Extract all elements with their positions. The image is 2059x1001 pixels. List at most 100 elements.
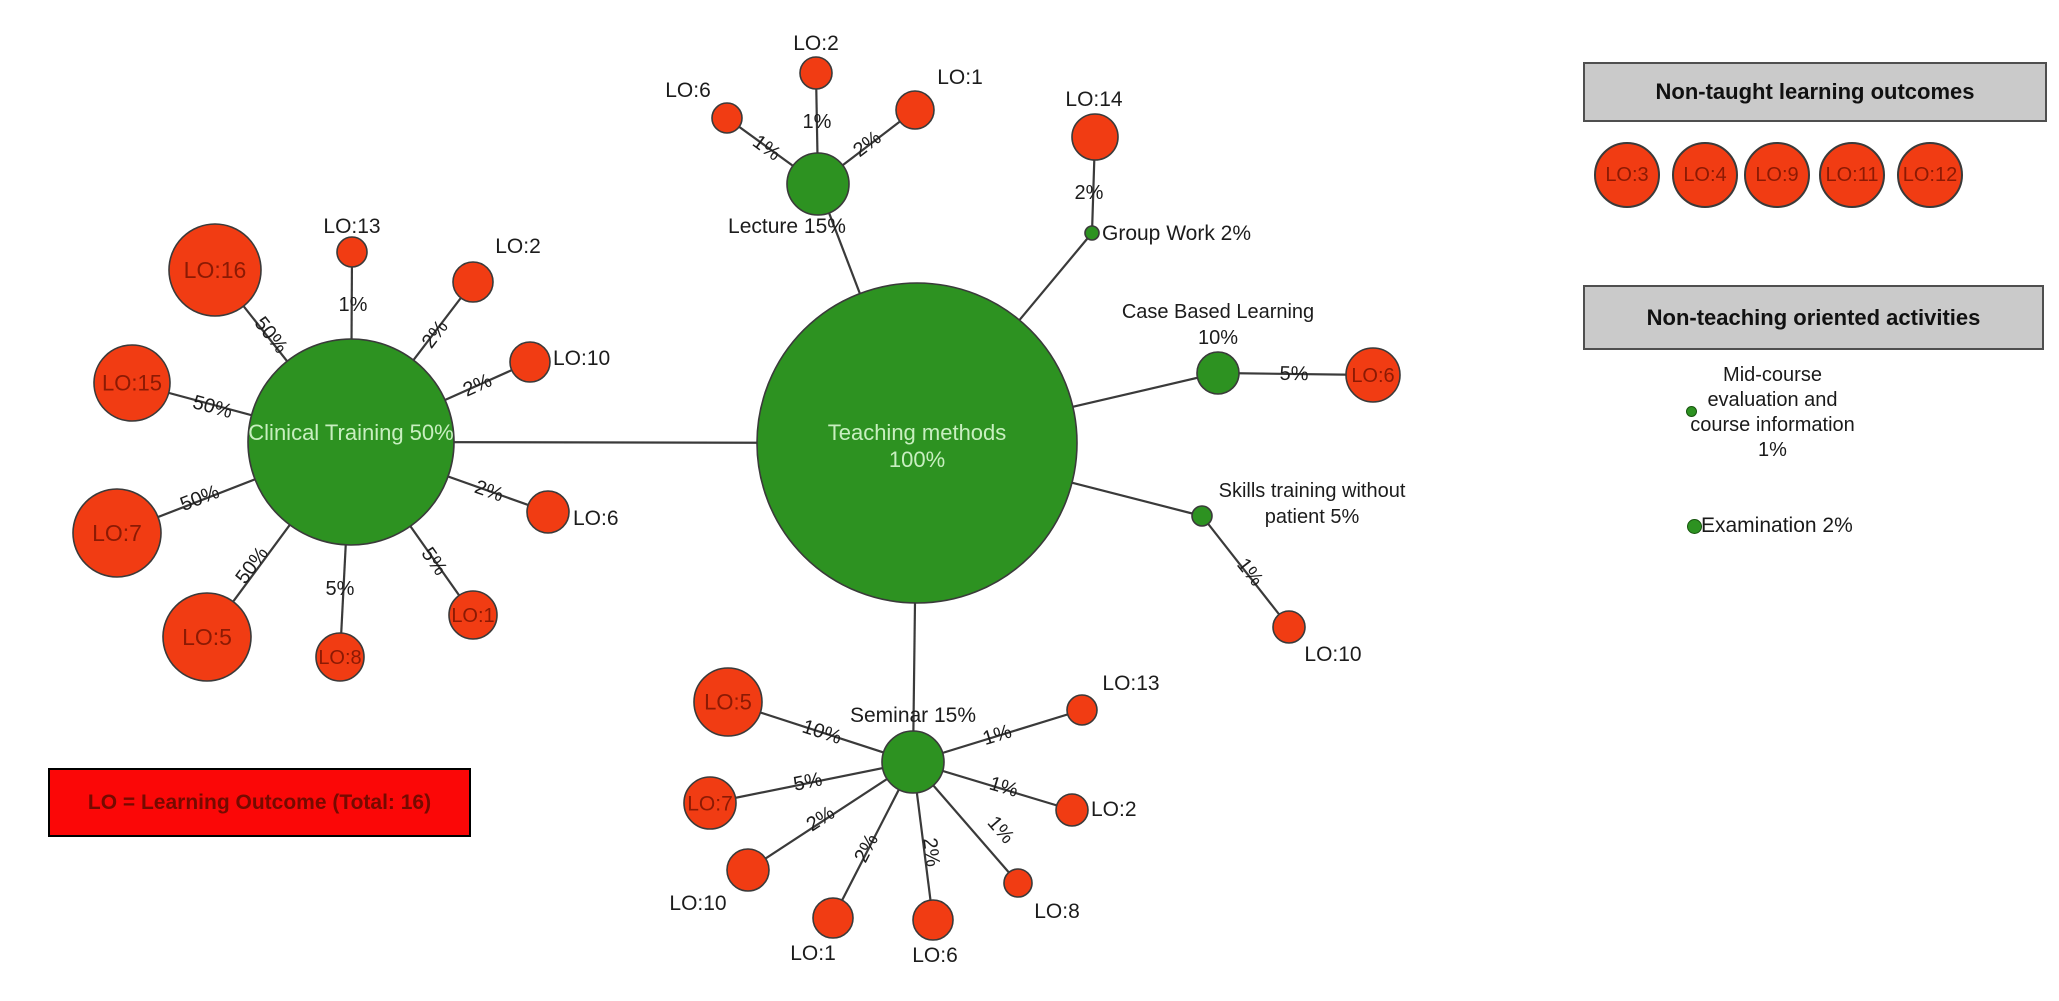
edge-label-clinical-c_lo7: 50%	[177, 481, 222, 516]
node-label-se_lo5: LO:5	[704, 690, 752, 715]
node-se_lo1	[812, 897, 854, 939]
node-label-l_lo2: LO:2	[793, 32, 839, 55]
non-taught-circle-label: LO:3	[1605, 163, 1649, 186]
node-label-skills-2: patient 5%	[1265, 506, 1360, 528]
mid-course-dot-icon	[1686, 406, 1697, 417]
edge-label-lecture-l_lo2: 1%	[803, 111, 832, 133]
non-taught-circle-4: LO:11	[1819, 142, 1885, 208]
non-taught-circle-label: LO:11	[1825, 163, 1879, 186]
edge-label-groupwork-g_lo14: 2%	[1075, 182, 1104, 204]
node-clinical	[247, 338, 455, 546]
node-label-c_lo8: LO:8	[318, 647, 361, 669]
mid-course-label: Mid-course evaluation and course informa…	[1650, 363, 1895, 463]
non-taught-legend-header: Non-taught learning outcomes	[1583, 62, 2047, 122]
examination-dot-icon	[1687, 519, 1702, 534]
node-label-c_lo1: LO:1	[451, 605, 494, 627]
node-c_lo13	[336, 236, 368, 268]
lo-note-box: LO = Learning Outcome (Total: 16)	[48, 768, 471, 837]
edge-label-seminar-se_lo5: 10%	[799, 716, 844, 749]
node-label-l_lo1: LO:1	[937, 66, 983, 89]
node-label-c_lo15: LO:15	[102, 371, 162, 396]
node-c_lo16	[168, 223, 262, 317]
node-g_lo14	[1071, 113, 1119, 161]
node-c_lo8	[315, 632, 365, 682]
edge-label-seminar-se_lo6: 2%	[918, 837, 943, 869]
lo-note-text: LO = Learning Outcome (Total: 16)	[87, 790, 432, 814]
node-label-teaching-1: Teaching methods	[828, 420, 1007, 445]
non-teaching-legend-header: Non-teaching oriented activities	[1583, 285, 2044, 350]
edge-seminar-se_lo7	[709, 760, 914, 805]
node-label-casebased-2: 10%	[1198, 327, 1238, 349]
node-label-lecture: Lecture 15%	[728, 215, 846, 238]
edge-label-clinical-c_lo16: 50%	[250, 313, 292, 358]
node-c_lo10	[509, 341, 551, 383]
node-cb_lo6	[1345, 347, 1401, 403]
edge-label-clinical-c_lo5: 50%	[231, 543, 273, 588]
edge-skills-s_lo10	[1201, 515, 1290, 628]
node-label-se_lo2: LO:2	[1091, 798, 1137, 821]
edge-label-clinical-c_lo15: 50%	[190, 391, 235, 423]
edge-label-seminar-se_lo2: 1%	[987, 773, 1021, 802]
non-taught-legend-title: Non-taught learning outcomes	[1655, 79, 1975, 104]
node-label-s_lo10: LO:10	[1304, 643, 1361, 666]
node-label-casebased-1: Case Based Learning	[1122, 301, 1314, 323]
node-skills	[1191, 505, 1213, 527]
non-taught-circle-2: LO:4	[1672, 142, 1738, 208]
node-groupwork	[1084, 225, 1100, 241]
node-l_lo2	[799, 56, 833, 90]
node-label-groupwork: Group Work 2%	[1102, 222, 1251, 245]
non-taught-circle-label: LO:4	[1683, 163, 1727, 186]
mid-course-line-4: 1%	[1758, 439, 1787, 461]
node-label-c_lo2: LO:2	[495, 235, 541, 258]
node-se_lo7	[683, 776, 737, 830]
node-label-c_lo7: LO:7	[92, 520, 142, 546]
edge-label-clinical-c_lo13: 1%	[339, 294, 368, 316]
node-c_lo7	[72, 488, 162, 578]
non-teaching-legend-title: Non-teaching oriented activities	[1646, 304, 1981, 330]
node-label-skills-1: Skills training without	[1219, 480, 1406, 502]
edge-label-casebased-cb_lo6: 5%	[1279, 363, 1308, 385]
node-label-teaching-2: 100%	[889, 447, 945, 472]
mid-course-line-2: evaluation and	[1707, 389, 1838, 411]
non-taught-circle-label: LO:9	[1755, 163, 1799, 186]
non-taught-circle-5: LO:12	[1897, 142, 1963, 208]
edge-label-lecture-l_lo6: 1%	[748, 131, 784, 166]
examination-label: Examination 2%	[1701, 514, 1853, 537]
node-label-c_lo10: LO:10	[553, 347, 610, 370]
node-c_lo1	[448, 590, 498, 640]
node-c_lo5	[162, 592, 252, 682]
node-label-l_lo6: LO:6	[665, 79, 711, 102]
node-c_lo15	[93, 344, 171, 422]
node-label-se_lo1: LO:1	[790, 942, 836, 965]
node-label-c_lo13: LO:13	[323, 215, 380, 238]
edge-label-clinical-c_lo6: 2%	[472, 476, 507, 506]
node-teaching	[756, 282, 1078, 604]
edge-label-clinical-c_lo10: 2%	[460, 369, 496, 401]
node-se_lo6	[912, 899, 954, 941]
node-label-c_lo5: LO:5	[182, 624, 232, 650]
node-label-se_lo7: LO:7	[687, 792, 733, 815]
node-se_lo2	[1055, 793, 1089, 827]
edge-seminar-se_lo10	[747, 761, 914, 871]
non-taught-circle-3: LO:9	[1744, 142, 1810, 208]
node-casebased	[1196, 351, 1240, 395]
edge-label-seminar-se_lo8: 1%	[983, 812, 1019, 848]
node-label-seminar: Seminar 15%	[850, 704, 976, 727]
node-label-cb_lo6: LO:6	[1351, 365, 1394, 387]
edge-label-seminar-se_lo13: 1%	[980, 720, 1014, 750]
node-label-clinical: Clinical Training 50%	[248, 420, 453, 445]
node-seminar	[881, 730, 945, 794]
node-label-se_lo6: LO:6	[912, 944, 958, 967]
node-label-se_lo13: LO:13	[1102, 672, 1159, 695]
non-taught-circle-label: LO:12	[1902, 163, 1958, 186]
edge-label-seminar-se_lo1: 2%	[850, 830, 883, 866]
mid-course-line-3: course information	[1690, 414, 1855, 436]
edge-label-seminar-se_lo7: 5%	[791, 768, 824, 795]
node-label-g_lo14: LO:14	[1065, 88, 1123, 111]
node-c_lo6	[526, 490, 570, 534]
node-l_lo6	[711, 102, 743, 134]
mid-course-line-1: Mid-course	[1723, 364, 1822, 386]
node-l_lo1	[895, 90, 935, 130]
